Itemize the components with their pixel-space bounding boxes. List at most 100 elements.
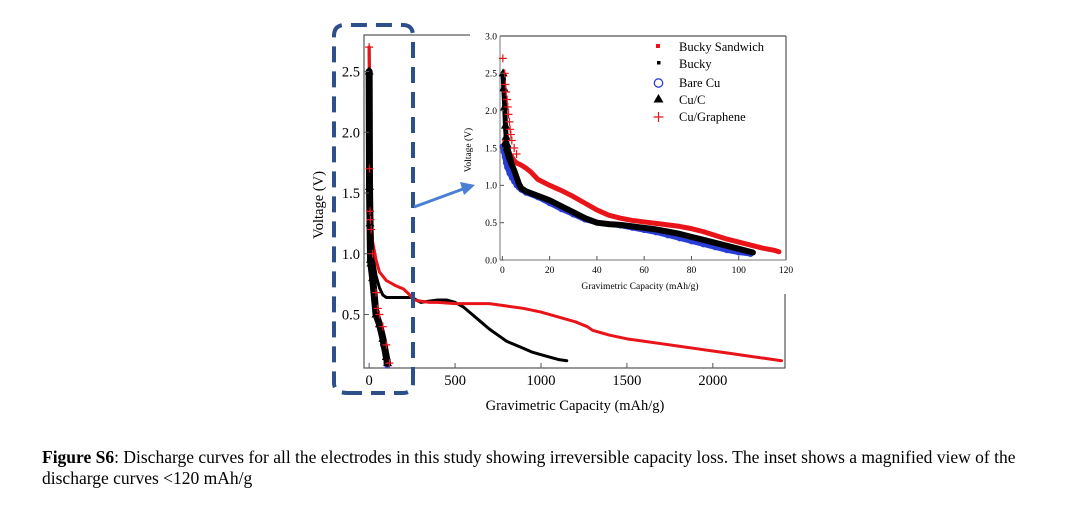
inset-legend: Bucky Sandwich Bucky Bare Cu Cu/C Cu/Gra… — [653, 40, 765, 124]
inset-point-bucky-sandwich — [761, 246, 764, 250]
main-series-cu-c — [364, 66, 393, 367]
inset-point-bucky-sandwich — [529, 170, 532, 174]
main-point-cu-c — [364, 66, 374, 75]
legend-label-cu-graphene: Cu/Graphene — [679, 110, 746, 124]
inset-x-tick-label: 100 — [732, 266, 747, 276]
main-y-axis-label: Voltage (V) — [311, 171, 327, 239]
main-y-tick-label: 1.0 — [342, 247, 360, 263]
inset-point-bucky-sandwich — [524, 166, 528, 170]
inset-point-cu-graphene — [504, 110, 513, 119]
inset-point-cu-graphene — [506, 130, 515, 139]
main-point-bucky-sandwich — [393, 284, 397, 287]
inset-y-tick-label: 2.0 — [485, 107, 497, 117]
main-point-cu-graphene — [366, 207, 375, 216]
legend-label-bare-cu: Bare Cu — [679, 76, 721, 90]
main-point-cu-c — [366, 258, 376, 267]
legend-marker-bucky — [657, 61, 661, 65]
main-point-bucky — [378, 286, 381, 289]
main-point-bucky-sandwich — [556, 315, 560, 319]
main-point-bucky — [548, 355, 551, 359]
main-point-bucky — [539, 353, 543, 356]
main-point-cu-graphene — [367, 225, 376, 234]
main-point-bucky-sandwich — [385, 279, 388, 282]
inset-point-bucky-sandwich — [520, 163, 523, 167]
main-point-cu-graphene — [368, 249, 377, 258]
main-point-cu-graphene — [372, 288, 381, 297]
main-point-bucky — [471, 313, 474, 316]
main-x-tick-label: 1000 — [526, 373, 555, 389]
inset-x-tick-label: 20 — [545, 266, 555, 276]
main-point-bucky-sandwich — [625, 337, 629, 341]
inset-point-bucky-sandwich — [678, 225, 681, 228]
inset-point-bucky-sandwich — [725, 237, 729, 241]
main-point-bucky — [385, 296, 388, 299]
main-point-bucky-sandwich — [763, 357, 766, 360]
main-point-bucky-sandwich — [660, 342, 663, 345]
main-series-group — [364, 43, 784, 369]
main-point-bucky — [436, 298, 440, 302]
main-line-bucky-sandwich — [367, 45, 784, 363]
main-point-bucky-sandwich — [539, 310, 543, 314]
main-point-bucky-sandwich — [728, 352, 732, 355]
inset-point-cu-graphene — [506, 125, 515, 134]
main-point-cu-graphene — [378, 322, 387, 331]
inset-x-ticks: 0 20 40 60 80 100 120 — [500, 256, 793, 276]
main-point-bucky — [514, 343, 517, 347]
inset-point-cu-graphene — [503, 102, 512, 111]
main-point-bucky-sandwich — [419, 299, 422, 303]
main-point-bucky-sandwich — [378, 270, 381, 274]
inset-x-tick-label: 40 — [592, 266, 602, 276]
main-point-cu-c — [374, 319, 384, 328]
inset-point-bucky-sandwich — [619, 216, 622, 220]
inset-point-cu-c — [502, 139, 512, 148]
main-point-cu-graphene — [382, 340, 391, 349]
main-point-bucky-sandwich — [586, 325, 589, 328]
magnify-arrow-line — [413, 187, 464, 209]
main-point-bucky-sandwich — [471, 302, 474, 305]
magnify-arrow-head-icon — [460, 182, 475, 195]
main-point-bucky — [556, 358, 560, 361]
figure: 0 500 1000 1500 2000 0.51.01.52.02.5 Gravime… — [311, 23, 793, 414]
inset-point-bucky-sandwich — [607, 214, 610, 217]
inset-point-bucky-sandwich — [737, 240, 740, 244]
main-x-tick-label: 1500 — [612, 373, 641, 389]
main-y-tick-label: 2.5 — [342, 65, 360, 81]
inset-point-bucky-sandwich — [560, 189, 563, 192]
highlight-box-bottom — [348, 382, 415, 395]
main-point-cu-graphene — [375, 310, 384, 319]
inset-point-cu-graphene — [512, 149, 521, 158]
inset-point-bucky-sandwich — [548, 184, 551, 187]
main-point-cu-c — [381, 352, 391, 361]
legend-label-bucky-sandwich: Bucky Sandwich — [679, 40, 765, 54]
main-point-cu-graphene — [366, 215, 375, 224]
main-point-bucky-sandwich — [488, 302, 491, 305]
main-y-tick-label: 2.0 — [342, 125, 360, 141]
inset-series-bucky-sandwich — [502, 138, 782, 255]
legend-marker-bucky-sandwich — [656, 44, 660, 48]
main-point-cu-graphene — [365, 43, 374, 52]
inset-y-tick-label: 3.0 — [485, 32, 497, 42]
inset-point-cu-c — [500, 120, 510, 129]
main-point-bucky-sandwich — [436, 301, 440, 304]
inset-point-bucky-sandwich — [713, 234, 717, 237]
main-point-cu-graphene — [373, 304, 382, 313]
highlight-box — [332, 23, 415, 395]
main-point-cu-c — [371, 309, 381, 318]
main-point-cu-c — [364, 181, 374, 190]
main-point-bucky — [381, 293, 385, 297]
inset-series-cu-graphene — [498, 54, 521, 158]
inset-x-tick-label: 120 — [779, 266, 794, 276]
inset-y-tick-label: 1.0 — [485, 182, 497, 192]
main-y-tick-label: 0.5 — [342, 308, 360, 324]
inset-y-tick-label: 1.5 — [485, 144, 497, 154]
inset-x-tick-label: 80 — [687, 266, 697, 276]
inset-point-cu-graphene — [502, 88, 511, 96]
inset-y-axis-label: Voltage (V) — [463, 128, 474, 172]
main-point-bucky — [402, 296, 405, 299]
main-point-bucky-sandwich — [574, 320, 577, 324]
main-x-tick-label: 500 — [444, 373, 466, 389]
main-point-bucky-sandwich — [522, 307, 526, 310]
inset-point-bucky-sandwich — [642, 220, 646, 224]
inset-point-cu-c — [500, 101, 510, 110]
inset-point-bucky-sandwich — [515, 161, 518, 165]
